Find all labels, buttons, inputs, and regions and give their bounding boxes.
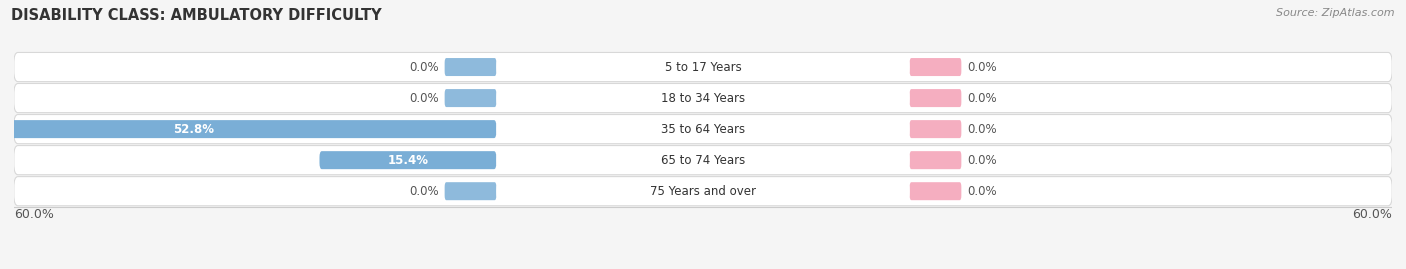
FancyBboxPatch shape xyxy=(14,115,1392,144)
Text: 15.4%: 15.4% xyxy=(388,154,429,167)
Text: 18 to 34 Years: 18 to 34 Years xyxy=(661,91,745,105)
FancyBboxPatch shape xyxy=(14,146,1392,175)
Text: 0.0%: 0.0% xyxy=(967,91,997,105)
FancyBboxPatch shape xyxy=(910,58,962,76)
FancyBboxPatch shape xyxy=(14,83,1392,113)
FancyBboxPatch shape xyxy=(14,52,1392,82)
FancyBboxPatch shape xyxy=(910,151,962,169)
Text: 5 to 17 Years: 5 to 17 Years xyxy=(665,61,741,73)
Text: 60.0%: 60.0% xyxy=(14,208,53,221)
Text: 0.0%: 0.0% xyxy=(967,185,997,198)
Text: 0.0%: 0.0% xyxy=(967,61,997,73)
FancyBboxPatch shape xyxy=(910,182,962,200)
Text: 0.0%: 0.0% xyxy=(409,61,439,73)
FancyBboxPatch shape xyxy=(0,120,496,138)
FancyBboxPatch shape xyxy=(14,177,1392,206)
Text: 0.0%: 0.0% xyxy=(409,91,439,105)
Text: 0.0%: 0.0% xyxy=(967,123,997,136)
Text: 52.8%: 52.8% xyxy=(173,123,214,136)
FancyBboxPatch shape xyxy=(444,58,496,76)
Text: 35 to 64 Years: 35 to 64 Years xyxy=(661,123,745,136)
FancyBboxPatch shape xyxy=(496,58,910,76)
FancyBboxPatch shape xyxy=(444,89,496,107)
Text: DISABILITY CLASS: AMBULATORY DIFFICULTY: DISABILITY CLASS: AMBULATORY DIFFICULTY xyxy=(11,8,382,23)
FancyBboxPatch shape xyxy=(910,120,962,138)
FancyBboxPatch shape xyxy=(444,182,496,200)
FancyBboxPatch shape xyxy=(496,151,910,169)
Text: 0.0%: 0.0% xyxy=(409,185,439,198)
FancyBboxPatch shape xyxy=(496,121,910,138)
Text: 0.0%: 0.0% xyxy=(967,154,997,167)
FancyBboxPatch shape xyxy=(496,182,910,200)
Text: 65 to 74 Years: 65 to 74 Years xyxy=(661,154,745,167)
FancyBboxPatch shape xyxy=(319,151,496,169)
Text: 75 Years and over: 75 Years and over xyxy=(650,185,756,198)
Text: Source: ZipAtlas.com: Source: ZipAtlas.com xyxy=(1277,8,1395,18)
FancyBboxPatch shape xyxy=(496,89,910,107)
Text: 60.0%: 60.0% xyxy=(1353,208,1392,221)
FancyBboxPatch shape xyxy=(910,89,962,107)
